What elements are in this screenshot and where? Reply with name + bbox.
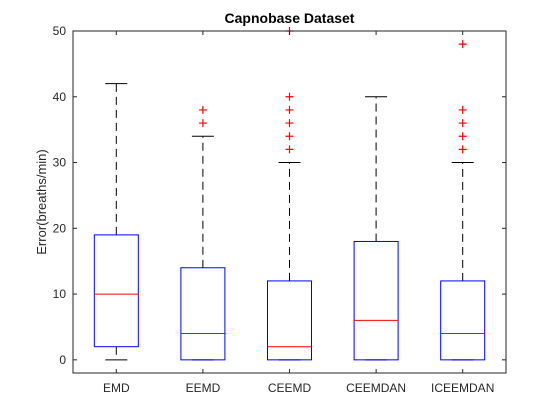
outlier-ceemd-0 <box>285 145 294 154</box>
outlier-iceemdan-3 <box>458 105 467 114</box>
plot-layer <box>93 27 486 361</box>
x-tick-label-ceemdan: CEEMDAN <box>346 381 406 395</box>
outlier-iceemdan-4 <box>458 40 467 49</box>
outlier-eemd-0 <box>198 119 207 128</box>
outlier-ceemd-1 <box>285 132 294 141</box>
box-group-emd <box>93 83 139 361</box>
outlier-ceemd-4 <box>285 92 294 101</box>
outlier-iceemdan-1 <box>458 132 467 141</box>
box-group-eemd <box>180 105 226 361</box>
outlier-iceemdan-0 <box>458 145 467 154</box>
box-eemd <box>180 267 226 361</box>
outlier-ceemd-3 <box>285 105 294 114</box>
outlier-ceemd-2 <box>285 119 294 128</box>
box-iceemdan <box>440 280 486 361</box>
x-tick-label-iceemdan: ICEEMDAN <box>431 381 494 395</box>
outlier-iceemdan-2 <box>458 119 467 128</box>
box-ceemd <box>267 280 312 361</box>
box-group-ceemdan <box>353 96 399 361</box>
x-tick-label-eemd: EEMD <box>186 381 221 395</box>
y-tick-label-20: 20 <box>53 221 67 235</box>
box-ceemdan <box>353 240 399 361</box>
chart-title: Capnobase Dataset <box>225 10 355 26</box>
box-group-iceemdan <box>440 40 486 361</box>
y-axis-label: Error(breaths/min) <box>34 149 49 254</box>
y-tick-label-50: 50 <box>53 24 67 38</box>
outlier-eemd-1 <box>198 105 207 114</box>
x-tick-label-emd: EMD <box>103 381 130 395</box>
x-tick-label-ceemd: CEEMD <box>268 381 312 395</box>
y-tick-label-10: 10 <box>53 287 67 301</box>
y-tick-label-0: 0 <box>59 353 66 367</box>
box-group-ceemd <box>267 27 312 361</box>
y-tick-label-40: 40 <box>53 90 67 104</box>
axis-layer: 0 10 20 30 40 50 EMD EEMD CEEMD CEEMDAN ICEEMDAN <box>53 24 506 395</box>
box-emd <box>93 234 139 348</box>
y-tick-label-30: 30 <box>53 156 67 170</box>
